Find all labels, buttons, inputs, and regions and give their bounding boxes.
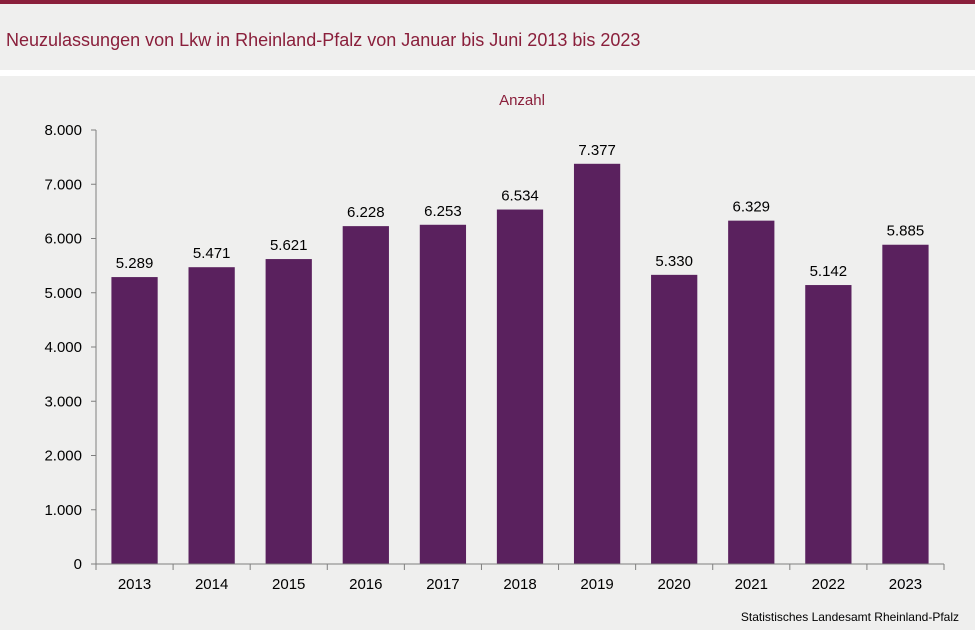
x-tick-label: 2018: [503, 576, 536, 593]
x-tick-label: 2021: [735, 576, 768, 593]
data-label: 5.885: [887, 223, 925, 240]
bars: 5.289 5.471 5.621 6.228 6.253 6.534 7.377 5.330…: [111, 142, 929, 565]
bar: [111, 277, 158, 564]
data-label: 6.228: [347, 204, 385, 221]
bar: [728, 220, 775, 565]
data-label: 7.377: [578, 142, 616, 159]
divider: [0, 70, 975, 76]
source-note: Statistisches Landesamt Rheinland-Pfalz: [740, 610, 959, 624]
data-label: 5.330: [655, 253, 693, 270]
y-tick-label: 1.000: [44, 502, 82, 519]
y-tick-label: 6.000: [44, 231, 82, 248]
x-tick-label: 2020: [657, 576, 690, 593]
bar: [805, 285, 852, 564]
data-label: 5.621: [270, 237, 308, 254]
data-label: 6.253: [424, 203, 462, 220]
bar: [651, 274, 698, 564]
x-tick-label: 2022: [812, 576, 845, 593]
data-label: 6.534: [501, 188, 539, 205]
y-tick-label: 5.000: [44, 285, 82, 302]
bar: [882, 244, 929, 564]
y-tick-label: 8.000: [44, 122, 82, 139]
data-label: 5.471: [193, 245, 231, 262]
y-tick-label: 4.000: [44, 339, 82, 356]
y-tick-label: 0: [74, 556, 82, 573]
bar: [265, 259, 312, 564]
top-rule: [0, 0, 975, 4]
y-tick-label: 3.000: [44, 393, 82, 410]
x-tick-label: 2019: [580, 576, 613, 593]
bar: [573, 163, 621, 564]
x-tick-label: 2017: [426, 576, 459, 593]
data-label: 5.289: [116, 255, 154, 272]
x-tick-label: 2016: [349, 576, 382, 593]
x-tick-label: 2014: [195, 576, 228, 593]
y-axis: 0 1.000 2.000 3.000 4.000 5.000 6.000 7.000 8.00…: [44, 122, 97, 573]
x-tick-label: 2015: [272, 576, 305, 593]
bar-chart: Anzahl 0 1.000 2.000 3.000 4.000 5.000 6.000 7.…: [44, 92, 945, 593]
x-axis: 2013 2014 2015 2016 2017 2018 2019 2020 2021 2022…: [95, 563, 945, 593]
bar: [188, 267, 235, 564]
x-tick-label: 2013: [118, 576, 151, 593]
y-tick-label: 7.000: [44, 176, 82, 193]
x-tick-label: 2023: [889, 576, 922, 593]
bar: [342, 226, 389, 565]
bar: [496, 209, 544, 564]
data-label: 6.329: [732, 199, 770, 216]
y-tick-label: 2.000: [44, 448, 82, 465]
bar: [419, 224, 467, 564]
data-label: 5.142: [810, 263, 848, 280]
page-title: Neuzulassungen von Lkw in Rheinland-Pfal…: [6, 30, 641, 50]
unit-label: Anzahl: [499, 92, 545, 109]
title-band: Neuzulassungen von Lkw in Rheinland-Pfal…: [0, 4, 975, 70]
